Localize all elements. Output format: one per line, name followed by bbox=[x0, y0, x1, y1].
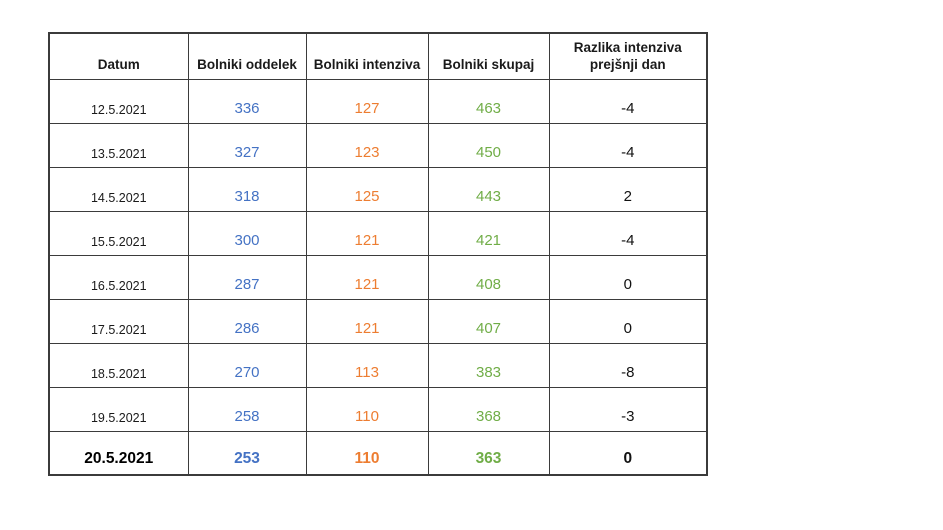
intenziva-value: 110 bbox=[305, 386, 429, 432]
intenziva-value: 113 bbox=[305, 342, 429, 388]
intenziva-value: 121 bbox=[305, 210, 429, 256]
oddelek-value: 253 bbox=[187, 430, 307, 476]
razlika-value: 0 bbox=[548, 254, 708, 300]
razlika-value: -4 bbox=[548, 78, 708, 124]
razlika-value: 0 bbox=[548, 298, 708, 344]
razlika-value: -8 bbox=[548, 342, 708, 388]
oddelek-value: 270 bbox=[187, 342, 307, 388]
datum-cell: 15.5.2021 bbox=[48, 210, 189, 256]
table-row: 14.5.2021 318 125 443 2 bbox=[48, 166, 708, 212]
razlika-value: -4 bbox=[548, 210, 708, 256]
table-row: 19.5.2021 258 110 368 -3 bbox=[48, 386, 708, 432]
oddelek-value: 286 bbox=[187, 298, 307, 344]
patients-table: Datum Bolniki oddelek Bolniki intenziva … bbox=[48, 32, 708, 476]
skupaj-value: 421 bbox=[427, 210, 550, 256]
razlika-value: -3 bbox=[548, 386, 708, 432]
skupaj-value: 443 bbox=[427, 166, 550, 212]
datum-cell: 13.5.2021 bbox=[48, 122, 189, 168]
razlika-value: 2 bbox=[548, 166, 708, 212]
table-row-latest: 20.5.2021 253 110 363 0 bbox=[48, 430, 708, 476]
razlika-value: -4 bbox=[548, 122, 708, 168]
datum-cell: 14.5.2021 bbox=[48, 166, 189, 212]
intenziva-value: 127 bbox=[305, 78, 429, 124]
skupaj-value: 450 bbox=[427, 122, 550, 168]
oddelek-value: 258 bbox=[187, 386, 307, 432]
datum-cell: 19.5.2021 bbox=[48, 386, 189, 432]
datum-cell: 20.5.2021 bbox=[48, 430, 189, 476]
intenziva-value: 123 bbox=[305, 122, 429, 168]
skupaj-value: 363 bbox=[427, 430, 550, 476]
oddelek-value: 327 bbox=[187, 122, 307, 168]
datum-cell: 12.5.2021 bbox=[48, 78, 189, 124]
datum-cell: 18.5.2021 bbox=[48, 342, 189, 388]
skupaj-value: 463 bbox=[427, 78, 550, 124]
column-header-datum: Datum bbox=[48, 32, 189, 80]
table-row: 15.5.2021 300 121 421 -4 bbox=[48, 210, 708, 256]
column-header-intenziva: Bolniki intenziva bbox=[305, 32, 429, 80]
intenziva-value: 125 bbox=[305, 166, 429, 212]
column-header-skupaj: Bolniki skupaj bbox=[427, 32, 550, 80]
datum-cell: 17.5.2021 bbox=[48, 298, 189, 344]
skupaj-value: 408 bbox=[427, 254, 550, 300]
oddelek-value: 336 bbox=[187, 78, 307, 124]
skupaj-value: 407 bbox=[427, 298, 550, 344]
skupaj-value: 383 bbox=[427, 342, 550, 388]
intenziva-value: 121 bbox=[305, 254, 429, 300]
table-row: 17.5.2021 286 121 407 0 bbox=[48, 298, 708, 344]
intenziva-value: 121 bbox=[305, 298, 429, 344]
oddelek-value: 318 bbox=[187, 166, 307, 212]
oddelek-value: 287 bbox=[187, 254, 307, 300]
header-row: Datum Bolniki oddelek Bolniki intenziva … bbox=[48, 32, 708, 80]
intenziva-value: 110 bbox=[305, 430, 429, 476]
table-row: 18.5.2021 270 113 383 -8 bbox=[48, 342, 708, 388]
table-row: 16.5.2021 287 121 408 0 bbox=[48, 254, 708, 300]
skupaj-value: 368 bbox=[427, 386, 550, 432]
table-row: 12.5.2021 336 127 463 -4 bbox=[48, 78, 708, 124]
datum-cell: 16.5.2021 bbox=[48, 254, 189, 300]
column-header-oddelek: Bolniki oddelek bbox=[187, 32, 307, 80]
oddelek-value: 300 bbox=[187, 210, 307, 256]
column-header-razlika: Razlika intenziva prejšnji dan bbox=[548, 32, 708, 80]
table-row: 13.5.2021 327 123 450 -4 bbox=[48, 122, 708, 168]
razlika-value: 0 bbox=[548, 430, 708, 476]
